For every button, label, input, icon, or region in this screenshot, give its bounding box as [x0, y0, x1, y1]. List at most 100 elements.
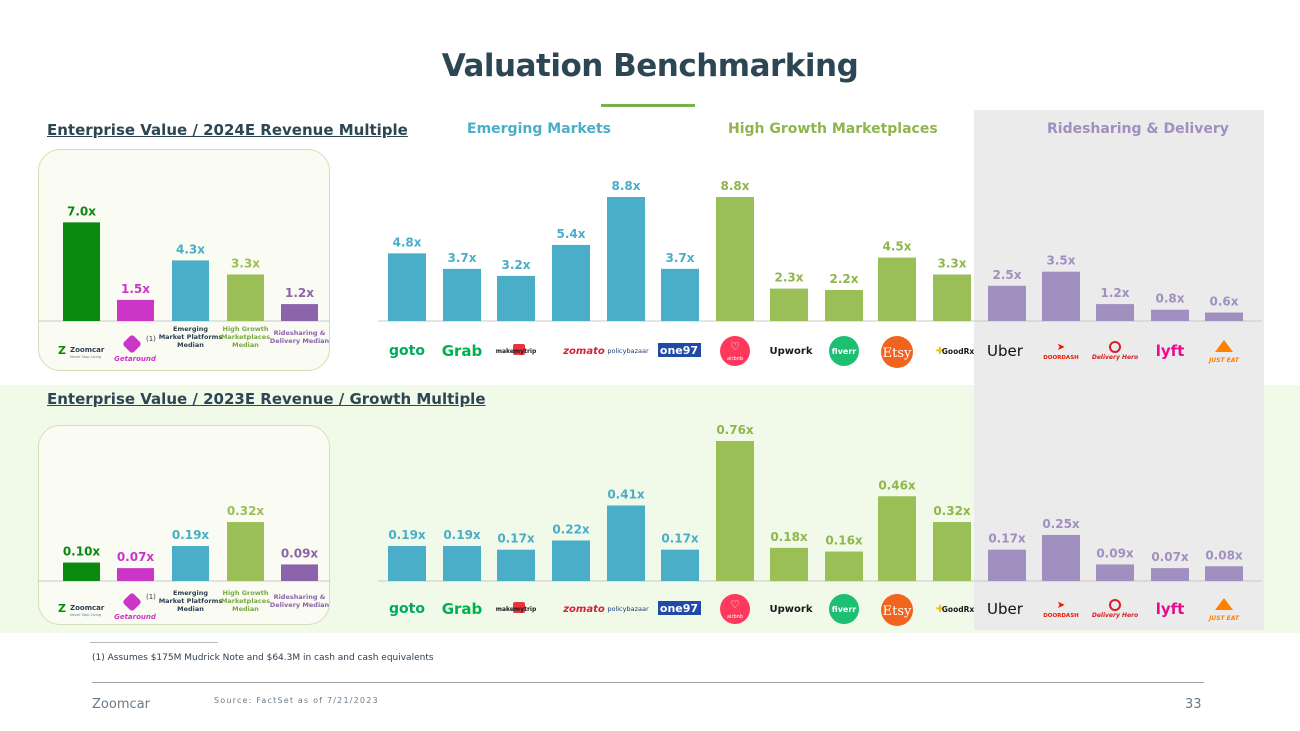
median-category-label: Ridesharing & [274, 593, 326, 601]
median-bar-1 [63, 562, 100, 581]
company-bar-just-eat [1205, 312, 1243, 321]
median-category-label: High Growth [223, 589, 269, 597]
median-bar-1 [63, 222, 100, 321]
median-category-label: Median [232, 341, 259, 349]
title-underline [601, 104, 695, 107]
company-bar-delivery-hero [1096, 304, 1134, 321]
company-bar-policybazaar [607, 505, 645, 581]
airbnb-logo-icon [720, 336, 750, 366]
etsy-logo-icon [881, 594, 913, 626]
footer-brand: Zoomcar [92, 697, 150, 712]
etsy-logo: Etsy [883, 604, 912, 619]
getaround-footnote-marker: (1) [146, 593, 156, 601]
uber-logo: Uber [987, 600, 1024, 618]
zoomcar-logo-text: Zoomcar [70, 604, 105, 612]
one97-logo: one97 [660, 344, 698, 357]
company-value-label: 0.46x [878, 478, 916, 492]
company-bar-zomato [552, 244, 590, 321]
company-value-label: 0.19x [388, 528, 426, 542]
goto-logo: goto [389, 601, 425, 617]
doordash-logo: DOORDASH [1043, 355, 1079, 361]
company-value-label: 0.6x [1210, 295, 1239, 309]
doordash-logo-icon: ➤ [1057, 600, 1065, 611]
company-value-label: 3.7x [666, 251, 695, 265]
deliveryhero-logo-icon [1109, 341, 1121, 353]
company-bar-one97 [661, 268, 699, 321]
etsy-logo: Etsy [883, 346, 912, 361]
company-value-label: 0.08x [1205, 548, 1243, 562]
median-category-label: Ridesharing & [274, 329, 326, 337]
airbnb-logo: airbnb [727, 356, 743, 362]
median-value-label: 1.5x [121, 282, 150, 296]
median-bar-3 [172, 546, 209, 581]
fiverr-logo-icon [829, 594, 859, 624]
deliveryhero-logo: Delivery Hero [1092, 354, 1138, 361]
median-value-label: 0.10x [63, 545, 101, 559]
company-value-label: 2.2x [830, 272, 859, 286]
median-value-label: 0.09x [281, 546, 319, 560]
company-value-label: 0.41x [607, 487, 645, 501]
justeat-logo-icon [1215, 340, 1233, 352]
company-value-label: 2.3x [775, 271, 804, 285]
median-category-label: Marketplaces [221, 597, 270, 605]
company-value-label: 0.25x [1042, 517, 1080, 531]
grab-logo: Grab [442, 600, 483, 618]
page-number: 33 [1185, 697, 1202, 712]
justeat-logo: JUST EAT [1208, 615, 1240, 622]
source-note: Source: FactSet as of 7/21/2023 [214, 696, 379, 705]
footer-rule [92, 682, 1204, 683]
getaround-logo-text: Getaround [114, 613, 157, 621]
goodrx-plus-icon: ✚ [936, 604, 944, 615]
company-bar-upwork [770, 288, 808, 321]
policybazaar-logo: policybazaar [607, 347, 649, 355]
company-bar-makemytrip [497, 549, 535, 581]
company-bar-goto [388, 546, 426, 581]
median-value-label: 3.3x [231, 257, 260, 271]
company-bar-airbnb [716, 441, 754, 581]
zomato-logo: zomato [562, 604, 605, 615]
median-category-label: Emerging [173, 589, 208, 597]
company-bar-one97 [661, 549, 699, 581]
company-value-label: 1.2x [1101, 286, 1130, 300]
makemytrip-logo-icon [513, 602, 525, 613]
getaround-logo-text: Getaround [114, 355, 157, 363]
median-category-label: Marketplaces [221, 333, 270, 341]
makemytrip-logo-icon [513, 344, 525, 355]
company-bar-doordash [1042, 271, 1080, 321]
footnote-rule [90, 642, 218, 643]
company-value-label: 8.8x [612, 179, 641, 193]
airbnb-logo-icon [720, 594, 750, 624]
goodrx-logo: GoodRx [942, 605, 975, 614]
median-value-label: 0.32x [227, 504, 265, 518]
company-bar-etsy [878, 496, 916, 581]
company-value-label: 0.17x [661, 532, 699, 546]
company-value-label: 4.5x [883, 240, 912, 254]
zoomcar-logo-text: Zoomcar [70, 346, 105, 354]
company-bar-lyft [1151, 568, 1189, 581]
makemytrip-logo: makemytrip [496, 606, 537, 613]
company-value-label: 0.17x [988, 532, 1026, 546]
section-title-revenue-multiple: Enterprise Value / 2024E Revenue Multipl… [47, 121, 408, 139]
company-value-label: 0.8x [1156, 292, 1185, 306]
company-bar-airbnb [716, 197, 754, 321]
company-value-label: 0.09x [1096, 546, 1134, 560]
median-category-label: Median [177, 605, 204, 613]
etsy-logo-icon [881, 336, 913, 368]
company-bar-grab [443, 546, 481, 581]
company-value-label: 4.8x [393, 235, 422, 249]
company-bar-grab [443, 268, 481, 321]
company-bar-lyft [1151, 309, 1189, 321]
median-bar-3 [172, 260, 209, 321]
median-category-label: Market Platforms [159, 597, 223, 605]
median-category-label: Emerging [173, 325, 208, 333]
median-category-label: Median [177, 341, 204, 349]
doordash-logo-icon: ➤ [1057, 342, 1065, 353]
median-bar-2 [117, 299, 154, 321]
zoomcar-logo-icon: Z [58, 602, 66, 615]
section-title-growth-multiple: Enterprise Value / 2023E Revenue / Growt… [47, 390, 486, 408]
company-bar-upwork [770, 547, 808, 581]
median-value-label: 0.19x [172, 528, 210, 542]
zoomcar-tagline: Never Stop Living [70, 355, 101, 359]
